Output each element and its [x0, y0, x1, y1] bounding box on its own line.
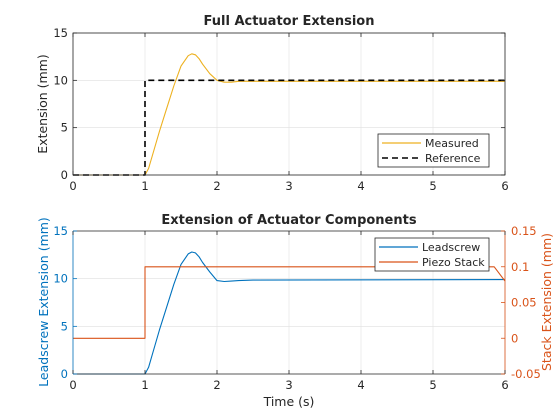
y-tick-label: 0: [61, 367, 68, 381]
y-axis-right: -0.05 0 0.05 0.1 0.15: [501, 224, 541, 381]
y-tick-label: 15: [53, 26, 68, 40]
y-tick-label: 5: [61, 319, 68, 333]
y-axis-label: Extension (mm): [35, 54, 50, 153]
chart-title: Full Actuator Extension: [204, 14, 375, 29]
x-tick-label: 1: [141, 378, 148, 392]
legend: Measured Reference: [377, 133, 490, 168]
series-line-measured: [73, 53, 505, 176]
x-tick-label: 0: [69, 179, 76, 193]
legend-label-leadscrew: Leadscrew: [422, 241, 480, 254]
x-tick-label: 3: [285, 179, 292, 193]
x-tick-label: 3: [285, 378, 292, 392]
x-tick-label: 6: [501, 378, 508, 392]
chart-title: Extension of Actuator Components: [161, 213, 416, 228]
y-tick-label: 10: [53, 73, 68, 87]
y-axis-label-right: Stack Extension (mm): [539, 233, 554, 371]
y-axis-label-left: Leadscrew Extension (mm): [36, 217, 51, 387]
y-right-tick-label: -0.05: [511, 367, 541, 381]
x-tick-label: 4: [357, 179, 364, 193]
y-tick-label: 10: [53, 272, 68, 286]
x-axis-label: Time (s): [263, 394, 315, 409]
y-axis: 0 5 10 15: [53, 26, 505, 182]
legend: Leadscrew Piezo Stack: [374, 237, 490, 272]
y-right-tick-label: 0.15: [511, 224, 537, 238]
series-line-piezo-stack: [73, 266, 506, 339]
x-tick-label: 5: [429, 378, 436, 392]
x-tick-label: 5: [429, 179, 436, 193]
y-axis-left: 0 5 10 15: [53, 224, 77, 381]
legend-label-measured: Measured: [425, 137, 479, 150]
x-tick-label: 1: [141, 179, 148, 193]
y-right-tick-label: 0: [511, 331, 518, 345]
x-tick-label: 6: [501, 179, 508, 193]
series-line-leadscrew: [73, 251, 506, 375]
subplot-component-extension: 0 1 2 3 4 5 6 0 5 10 15 -0.05 0 0.05 0.1 0.15 Extensi…: [36, 213, 554, 409]
series-group: [73, 251, 506, 375]
x-tick-label: 0: [69, 378, 76, 392]
legend-box: [377, 133, 490, 168]
y-tick-label: 0: [61, 168, 68, 182]
y-right-tick-label: 0.1: [511, 260, 529, 274]
y-right-tick-label: 0.05: [511, 296, 537, 310]
x-tick-label: 2: [213, 179, 220, 193]
x-axis: 0 1 2 3 4 5 6: [69, 33, 509, 193]
legend-label-piezo-stack: Piezo Stack: [422, 256, 485, 269]
y-tick-label: 5: [61, 121, 68, 135]
x-axis: 0 1 2 3 4 5 6: [69, 231, 509, 392]
legend-label-reference: Reference: [425, 152, 481, 165]
x-tick-label: 4: [357, 378, 364, 392]
subplot-full-extension: 0 1 2 3 4 5 6 0 5 10 15 Full Actuator Extension E…: [35, 14, 509, 193]
y-tick-label: 15: [53, 224, 68, 238]
legend-box: [374, 237, 490, 272]
x-tick-label: 2: [213, 378, 220, 392]
